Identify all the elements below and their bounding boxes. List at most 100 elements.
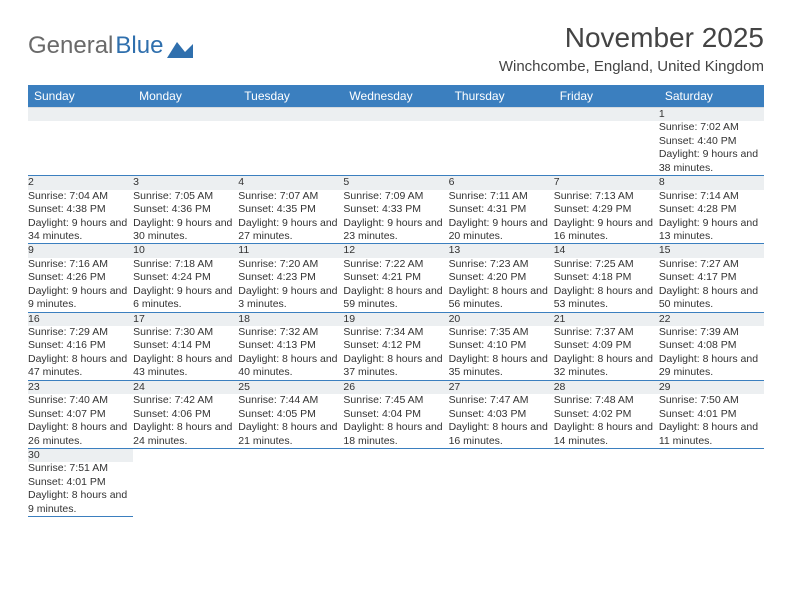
day-info-line: Sunrise: 7:14 AM — [659, 190, 764, 203]
day-info-line: Daylight: 9 hours and 13 minutes. — [659, 217, 764, 244]
day-info-line: Daylight: 9 hours and 27 minutes. — [238, 217, 343, 244]
day-number — [28, 108, 133, 122]
day-info-line: Daylight: 8 hours and 47 minutes. — [28, 353, 133, 380]
day-number: 26 — [343, 380, 448, 394]
day-info-line: Daylight: 9 hours and 23 minutes. — [343, 217, 448, 244]
day-header: Thursday — [449, 85, 554, 108]
day-header: Wednesday — [343, 85, 448, 108]
day-info-line: Sunset: 4:08 PM — [659, 339, 764, 352]
day-number: 21 — [554, 312, 659, 326]
day-header: Friday — [554, 85, 659, 108]
day-number: 22 — [659, 312, 764, 326]
day-number: 7 — [554, 176, 659, 190]
week-daynum-row: 23242526272829 — [28, 380, 764, 394]
day-number — [554, 448, 659, 462]
day-info — [133, 462, 238, 516]
day-info-line: Daylight: 8 hours and 56 minutes. — [449, 285, 554, 312]
day-info-line: Sunrise: 7:18 AM — [133, 258, 238, 271]
day-info-line: Sunrise: 7:40 AM — [28, 394, 133, 407]
day-info-line: Sunset: 4:24 PM — [133, 271, 238, 284]
calendar-table: Sunday Monday Tuesday Wednesday Thursday… — [28, 85, 764, 517]
day-info-line: Sunset: 4:14 PM — [133, 339, 238, 352]
day-info: Sunrise: 7:20 AMSunset: 4:23 PMDaylight:… — [238, 258, 343, 312]
day-number: 25 — [238, 380, 343, 394]
day-info-line: Daylight: 8 hours and 43 minutes. — [133, 353, 238, 380]
day-info-line: Daylight: 9 hours and 34 minutes. — [28, 217, 133, 244]
day-info-line: Daylight: 8 hours and 53 minutes. — [554, 285, 659, 312]
day-info-line: Sunrise: 7:13 AM — [554, 190, 659, 203]
page-title: November 2025 — [499, 22, 764, 54]
day-info-line: Sunset: 4:17 PM — [659, 271, 764, 284]
day-number: 4 — [238, 176, 343, 190]
day-info-line: Sunset: 4:02 PM — [554, 408, 659, 421]
day-info-line: Daylight: 8 hours and 37 minutes. — [343, 353, 448, 380]
day-info-line: Sunset: 4:26 PM — [28, 271, 133, 284]
day-info-line: Sunset: 4:07 PM — [28, 408, 133, 421]
day-info-line: Sunset: 4:01 PM — [659, 408, 764, 421]
week-info-row: Sunrise: 7:51 AMSunset: 4:01 PMDaylight:… — [28, 462, 764, 516]
day-info: Sunrise: 7:04 AMSunset: 4:38 PMDaylight:… — [28, 190, 133, 244]
day-number — [554, 108, 659, 122]
day-info: Sunrise: 7:39 AMSunset: 4:08 PMDaylight:… — [659, 326, 764, 380]
day-info-line: Sunset: 4:36 PM — [133, 203, 238, 216]
day-info-line: Sunset: 4:35 PM — [238, 203, 343, 216]
day-info-line: Daylight: 8 hours and 40 minutes. — [238, 353, 343, 380]
day-info-line: Sunset: 4:38 PM — [28, 203, 133, 216]
day-info: Sunrise: 7:29 AMSunset: 4:16 PMDaylight:… — [28, 326, 133, 380]
page-subtitle: Winchcombe, England, United Kingdom — [499, 58, 764, 75]
day-number — [238, 448, 343, 462]
day-info-line: Sunrise: 7:44 AM — [238, 394, 343, 407]
day-info: Sunrise: 7:09 AMSunset: 4:33 PMDaylight:… — [343, 190, 448, 244]
day-info-line: Daylight: 8 hours and 35 minutes. — [449, 353, 554, 380]
day-info-line: Sunrise: 7:23 AM — [449, 258, 554, 271]
day-info-line: Sunrise: 7:11 AM — [449, 190, 554, 203]
day-number: 30 — [28, 448, 133, 462]
day-info-line: Daylight: 8 hours and 50 minutes. — [659, 285, 764, 312]
day-number: 5 — [343, 176, 448, 190]
day-info: Sunrise: 7:27 AMSunset: 4:17 PMDaylight:… — [659, 258, 764, 312]
day-info-line: Daylight: 8 hours and 18 minutes. — [343, 421, 448, 448]
header: GeneralBlue November 2025 Winchcombe, En… — [28, 22, 764, 75]
day-info-line: Sunset: 4:16 PM — [28, 339, 133, 352]
day-info-line: Daylight: 9 hours and 38 minutes. — [659, 148, 764, 175]
day-number: 14 — [554, 244, 659, 258]
day-info: Sunrise: 7:23 AMSunset: 4:20 PMDaylight:… — [449, 258, 554, 312]
week-info-row: Sunrise: 7:29 AMSunset: 4:16 PMDaylight:… — [28, 326, 764, 380]
week-info-row: Sunrise: 7:16 AMSunset: 4:26 PMDaylight:… — [28, 258, 764, 312]
logo-mark-icon — [167, 37, 193, 55]
week-daynum-row: 9101112131415 — [28, 244, 764, 258]
day-info-line: Daylight: 9 hours and 6 minutes. — [133, 285, 238, 312]
day-info: Sunrise: 7:51 AMSunset: 4:01 PMDaylight:… — [28, 462, 133, 516]
day-info-line: Sunrise: 7:04 AM — [28, 190, 133, 203]
day-info-line: Sunset: 4:10 PM — [449, 339, 554, 352]
day-info — [133, 121, 238, 175]
day-info: Sunrise: 7:14 AMSunset: 4:28 PMDaylight:… — [659, 190, 764, 244]
week-info-row: Sunrise: 7:02 AMSunset: 4:40 PMDaylight:… — [28, 121, 764, 175]
day-number: 3 — [133, 176, 238, 190]
day-info-line: Sunrise: 7:35 AM — [449, 326, 554, 339]
day-info-line: Sunset: 4:29 PM — [554, 203, 659, 216]
day-info-line: Daylight: 8 hours and 26 minutes. — [28, 421, 133, 448]
title-block: November 2025 Winchcombe, England, Unite… — [499, 22, 764, 75]
day-info-line: Daylight: 8 hours and 59 minutes. — [343, 285, 448, 312]
week-daynum-row: 1 — [28, 108, 764, 122]
day-info-line: Sunrise: 7:50 AM — [659, 394, 764, 407]
day-info — [554, 462, 659, 516]
day-info — [554, 121, 659, 175]
day-info: Sunrise: 7:13 AMSunset: 4:29 PMDaylight:… — [554, 190, 659, 244]
day-number: 27 — [449, 380, 554, 394]
day-info-line: Sunset: 4:23 PM — [238, 271, 343, 284]
week-daynum-row: 30 — [28, 448, 764, 462]
day-number — [449, 448, 554, 462]
day-number: 23 — [28, 380, 133, 394]
logo: GeneralBlue — [28, 22, 193, 60]
day-info-line: Sunrise: 7:25 AM — [554, 258, 659, 271]
day-info-line: Daylight: 9 hours and 9 minutes. — [28, 285, 133, 312]
day-number — [343, 108, 448, 122]
day-info-line: Sunrise: 7:45 AM — [343, 394, 448, 407]
day-info: Sunrise: 7:02 AMSunset: 4:40 PMDaylight:… — [659, 121, 764, 175]
day-info-line: Sunrise: 7:05 AM — [133, 190, 238, 203]
day-number: 18 — [238, 312, 343, 326]
day-info: Sunrise: 7:32 AMSunset: 4:13 PMDaylight:… — [238, 326, 343, 380]
day-info-line: Sunset: 4:31 PM — [449, 203, 554, 216]
